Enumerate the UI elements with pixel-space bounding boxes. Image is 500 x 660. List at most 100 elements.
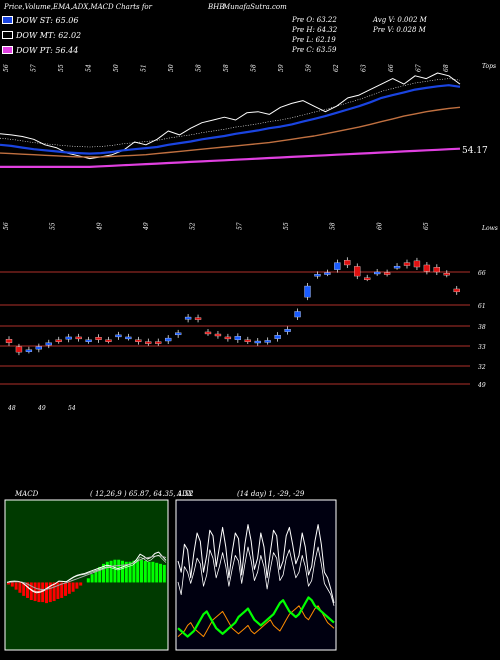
price-panel: 66 61 38 33 32 49 48 49 54: [0, 257, 486, 412]
macd-hist-bar: [140, 559, 143, 583]
ema-top-tick-label: 59: [278, 64, 285, 72]
ema-series-line: [0, 106, 461, 158]
ema-bottom-tick-label: 58: [330, 222, 337, 230]
candle-body: [364, 277, 371, 280]
legend-swatch-black: [2, 31, 13, 39]
ema-top-tick-label: 58: [251, 64, 258, 72]
price-bottom-label: 48: [7, 405, 16, 412]
price-level-label: 32: [478, 364, 486, 371]
macd-hist-bar: [136, 559, 140, 583]
macd-hist-bar: [18, 582, 22, 593]
macd-hist-bar: [132, 560, 136, 583]
candle-body: [403, 262, 411, 266]
candle-body: [55, 339, 62, 342]
macd-hist-bar: [71, 582, 75, 592]
legend-swatch-pink: [2, 46, 13, 54]
macd-hist-bar: [79, 582, 83, 586]
candle-body: [85, 339, 92, 342]
candle-body: [45, 342, 52, 346]
ema-top-tick-label: 62: [333, 64, 340, 72]
ema-top-tick-label: 68: [443, 64, 450, 72]
ema-dotted-line: [0, 78, 461, 148]
macd-hist-bar: [159, 563, 162, 583]
macd-hist-bar: [143, 560, 147, 583]
legend-swatch-blue: [2, 16, 13, 24]
macd-hist-bar: [48, 582, 52, 603]
candle-body: [5, 339, 13, 343]
legend-dow-st-label: DOW ST: 65.06: [16, 16, 79, 25]
candle-body: [324, 272, 331, 275]
quote-prev-close: Pre C: 63.59: [292, 46, 337, 54]
macd-hist-bar: [52, 582, 56, 602]
ema-bottom-tick-label: 55: [50, 222, 57, 230]
price-level-label: 38: [478, 324, 486, 331]
macd-line: [6, 551, 167, 594]
adx-orange-line: [177, 605, 335, 638]
candle-body: [214, 333, 222, 337]
candle-body: [115, 334, 122, 338]
candle-body: [443, 273, 450, 276]
macd-hist-bar: [155, 562, 159, 583]
adx-frame: [175, 499, 337, 651]
candle-body: [264, 340, 271, 343]
candle-body: [334, 262, 341, 270]
price-level-label: 33: [478, 344, 486, 351]
ema-bottom-tick-label: 49: [96, 222, 103, 231]
macd-hist-bar: [124, 561, 128, 583]
ema-bottom-tick-label: 65: [423, 222, 430, 230]
macd-panel: [4, 499, 169, 651]
candle-body: [95, 337, 102, 340]
macd-hist-bar: [113, 559, 117, 583]
candle-body: [274, 335, 281, 339]
macd-hist-bar: [86, 578, 90, 583]
ema-top-tag: Tops: [482, 63, 497, 70]
macd-hist-bar: [26, 582, 29, 598]
macd-hist-bar: [105, 561, 109, 583]
macd-hist-bar: [45, 582, 48, 604]
candle-body: [344, 260, 351, 266]
macd-hist-bar: [121, 560, 124, 583]
ema-series-line: [0, 147, 461, 168]
legend-dow-pt: DOW PT: 56.44: [2, 45, 78, 56]
candle-body: [244, 339, 251, 342]
price-bottom-label: 54: [68, 405, 76, 412]
adx-di-plus-line: [177, 524, 335, 604]
legend-dow-mt-label: DOW MT: 62.02: [16, 31, 82, 40]
candle-body: [314, 274, 321, 277]
candle-body: [35, 346, 42, 350]
candle-body: [105, 339, 112, 342]
candle-body: [224, 336, 232, 340]
candle-body: [383, 272, 391, 275]
macd-hist-bar: [162, 564, 166, 583]
candle-body: [354, 266, 361, 277]
macd-hist-bar: [41, 582, 45, 603]
candle-body: [234, 336, 242, 340]
candle-body: [304, 285, 311, 298]
ema-bottom-tick-label: 60: [376, 222, 383, 230]
ema-panel: 56 57 55 54 50 51 50 58 58 58 59 59 62 63 66 67 68 56 55 49…: [0, 64, 461, 231]
macd-hist-bar: [147, 561, 151, 583]
price-bottom-label: 49: [37, 405, 46, 412]
quote-avg-volume: Avg V: 0.002 M: [373, 16, 427, 24]
ema-top-tick-label: 55: [58, 64, 65, 72]
macd-hist-bar: [10, 582, 14, 587]
candle-body: [373, 271, 381, 275]
macd-hist-bar: [64, 582, 67, 596]
macd-hist-bar: [14, 582, 18, 590]
legend-dow-mt: DOW MT: 62.02: [2, 30, 81, 41]
macd-hist-bar: [22, 582, 26, 596]
ema-top-tick-label: 50: [168, 64, 175, 72]
candle-body: [75, 336, 82, 340]
ema-top-tick-label: 59: [306, 64, 313, 72]
macd-hist-bar: [75, 582, 79, 589]
adx-params: (14 day) 1, -29, -29: [237, 490, 305, 498]
ema-bottom-tick-label: 55: [283, 222, 290, 230]
macd-hist-bar: [109, 560, 113, 583]
candle-body: [165, 337, 172, 342]
ema-top-tick-label: 56: [3, 64, 10, 72]
site-label: MunafaSutra.com: [223, 3, 287, 11]
ema-bottom-tick-label: 52: [190, 222, 197, 230]
legend-dow-st: DOW ST: 65.06: [2, 15, 78, 26]
macd-label: MACD: [15, 490, 39, 498]
